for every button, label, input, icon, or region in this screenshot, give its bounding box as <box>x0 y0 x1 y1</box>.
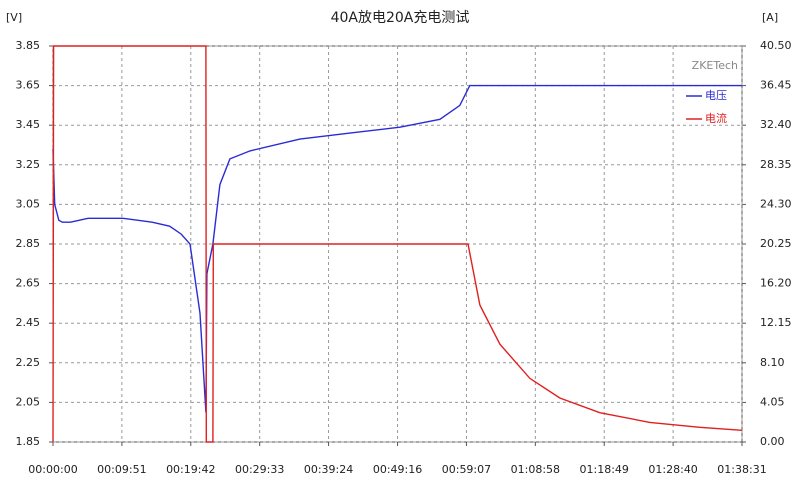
x-tick-label: 01:28:40 <box>648 463 697 476</box>
legend-label: 电流 <box>705 111 727 125</box>
x-tick-label: 00:49:16 <box>373 463 422 476</box>
y-tick-label: 3.65 <box>16 79 41 92</box>
y-tick-label: 2.25 <box>16 356 41 369</box>
y-tick-label: 1.85 <box>16 435 41 448</box>
y-tick-label: 3.45 <box>16 118 41 131</box>
y2-tick-label: 32.40 <box>760 118 792 131</box>
y-tick-label: 2.05 <box>16 395 41 408</box>
y2-tick-label: 12.15 <box>760 316 792 329</box>
y2-tick-label: 24.30 <box>760 197 792 210</box>
y2-tick-label: 20.25 <box>760 237 792 250</box>
y-axis-label: [V] <box>6 11 22 24</box>
y-tick-label: 3.25 <box>16 158 41 171</box>
y2-tick-label: 8.10 <box>760 356 785 369</box>
y-tick-label: 2.45 <box>16 316 41 329</box>
x-tick-label: 01:08:58 <box>511 463 560 476</box>
y-tick-label: 3.05 <box>16 197 41 210</box>
x-tick-label: 00:59:07 <box>442 463 491 476</box>
legend-label: 电压 <box>705 89 727 102</box>
y2-tick-label: 40.50 <box>760 39 792 52</box>
y2-tick-label: 16.20 <box>760 277 792 290</box>
x-tick-label: 01:18:49 <box>580 463 629 476</box>
x-tick-label: 00:09:51 <box>97 463 146 476</box>
y2-axis-label: [A] <box>762 11 778 24</box>
y-tick-label: 3.85 <box>16 39 41 52</box>
y-tick-label: 2.65 <box>16 277 41 290</box>
y2-tick-label: 28.35 <box>760 158 792 171</box>
x-tick-label: 00:29:33 <box>235 463 284 476</box>
x-tick-label: 00:00:00 <box>28 463 77 476</box>
y2-tick-label: 36.45 <box>760 79 792 92</box>
data-line <box>52 45 743 443</box>
x-tick-label: 00:19:42 <box>166 463 215 476</box>
watermark: ZKETech <box>692 59 738 72</box>
chart-title: 40A放电20A充电测试 <box>331 10 470 26</box>
x-tick-label: 01:38:31 <box>717 463 766 476</box>
x-tick-label: 00:39:24 <box>304 463 353 476</box>
y2-tick-label: 4.05 <box>760 395 785 408</box>
y2-tick-label: 0.00 <box>760 435 785 448</box>
y-tick-label: 2.85 <box>16 237 41 250</box>
